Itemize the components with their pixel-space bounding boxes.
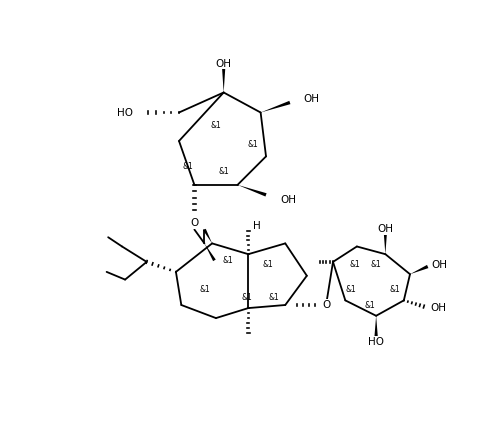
Text: &1: &1 [210, 121, 221, 130]
Text: &1: &1 [218, 167, 229, 176]
Polygon shape [383, 231, 387, 254]
Text: HO: HO [117, 108, 133, 118]
Text: &1: &1 [349, 260, 360, 269]
Text: OH: OH [280, 195, 296, 205]
Text: &1: &1 [364, 301, 375, 309]
Polygon shape [374, 316, 378, 337]
Text: OH: OH [377, 224, 393, 234]
Text: &1: &1 [371, 260, 382, 269]
Text: &1: &1 [247, 140, 258, 149]
Text: &1: &1 [242, 293, 252, 302]
Text: O: O [191, 218, 198, 229]
Polygon shape [238, 185, 267, 197]
Text: &1: &1 [346, 285, 356, 294]
Text: &1: &1 [389, 285, 400, 294]
Text: OH: OH [430, 303, 446, 313]
Text: &1: &1 [263, 260, 274, 269]
Polygon shape [222, 66, 226, 93]
Text: &1: &1 [268, 293, 279, 302]
Text: &1: &1 [199, 285, 210, 294]
Text: &1: &1 [222, 256, 233, 265]
Text: H: H [253, 222, 260, 232]
Text: OH: OH [432, 260, 448, 270]
Text: OH: OH [216, 59, 232, 69]
Text: HO: HO [368, 336, 384, 347]
Text: OH: OH [303, 94, 319, 104]
Polygon shape [260, 101, 291, 112]
Polygon shape [205, 243, 216, 261]
Polygon shape [410, 265, 428, 274]
Text: O: O [322, 300, 330, 310]
Text: &1: &1 [182, 162, 193, 171]
Polygon shape [203, 229, 212, 243]
